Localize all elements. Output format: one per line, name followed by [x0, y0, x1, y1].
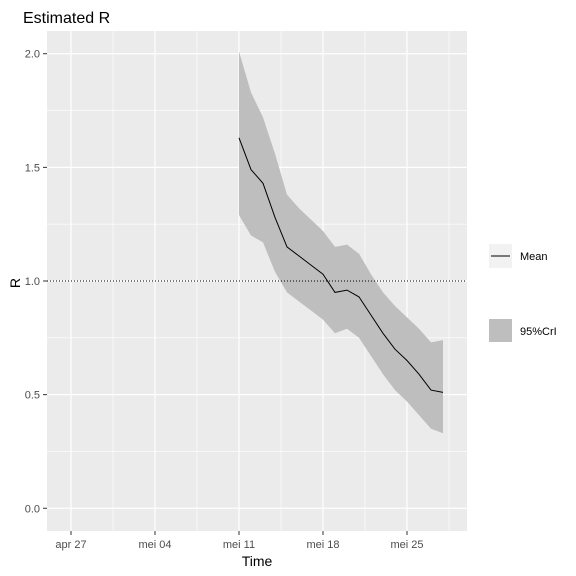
x-tick-label: mei 11 — [223, 539, 255, 551]
x-tick-label: mei 18 — [306, 539, 339, 551]
y-axis: 0.0 0.5 1.0 1.5 2.0 — [25, 49, 47, 515]
legend-key-crl — [489, 319, 512, 342]
credible-interval-ribbon — [239, 51, 443, 434]
x-tick-label: mei 25 — [390, 539, 423, 551]
x-axis: apr 27 mei 04 mei 11 mei 18 mei 25 — [55, 531, 424, 551]
chart-title: Estimated R — [23, 10, 110, 27]
y-tick-label: 0.5 — [25, 390, 40, 402]
legend-label-crl: 95%CrI — [520, 326, 557, 338]
legend-label-mean: Mean — [520, 251, 548, 263]
y-axis-label: R — [7, 278, 23, 288]
mean-line — [238, 137, 444, 393]
y-tick-label: 0.0 — [25, 503, 40, 515]
y-tick-label: 1.5 — [25, 162, 40, 174]
x-tick-label: mei 04 — [138, 539, 171, 551]
x-tick-label: apr 27 — [55, 539, 86, 551]
legend: Mean 95%CrI — [489, 244, 557, 342]
x-axis-label: Time — [242, 553, 273, 569]
y-tick-label: 2.0 — [25, 49, 40, 61]
y-tick-label: 1.0 — [25, 276, 40, 288]
